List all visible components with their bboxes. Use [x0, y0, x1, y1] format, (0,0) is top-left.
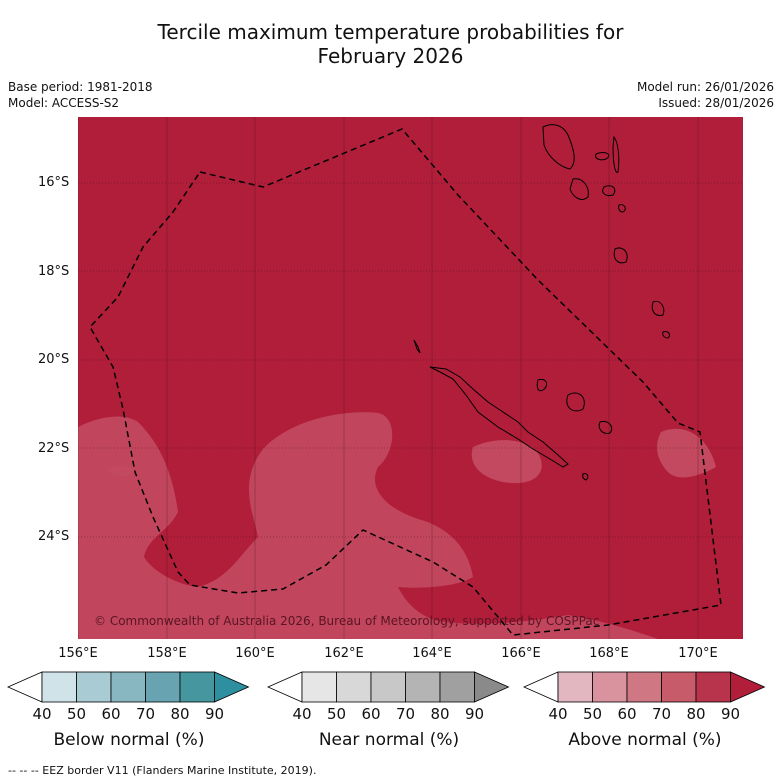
- espiritu-santo-island: [542, 124, 575, 170]
- colorbar-above-segment: [661, 671, 697, 703]
- lon-label-164e: 164°E: [412, 646, 452, 661]
- colorbar-below-tick: 40: [32, 705, 52, 723]
- colorbar-below-segment: [110, 671, 146, 703]
- lower-probability-region: [78, 412, 658, 639]
- colorbar-near-tick: 40: [292, 705, 312, 723]
- eez-legend-note: -- -- -- EEZ border V11 (Flanders Marine…: [8, 764, 317, 777]
- colorbar-below-segment: [76, 671, 112, 703]
- colorbar-below-high-triangle: [214, 671, 250, 703]
- epi-island: [618, 204, 626, 213]
- colorbar-above-tick: 90: [720, 705, 741, 723]
- colorbar-below-tick: 50: [66, 705, 87, 723]
- map-title-line2: February 2026: [317, 44, 464, 68]
- colorbar-above-segment: [592, 671, 628, 703]
- model-run: Model run: 26/01/2026: [636, 80, 774, 94]
- colorbar-above-high-triangle: [730, 671, 766, 703]
- lifou-island: [566, 392, 585, 412]
- colorbar-below-tick: 80: [170, 705, 190, 723]
- erromango-island: [613, 247, 628, 264]
- aneityum-island: [662, 331, 671, 339]
- model-name: Model: ACCESS-S2: [8, 96, 120, 110]
- colorbar-above-tick: 60: [617, 705, 637, 723]
- colorbar-near-segment: [336, 671, 372, 703]
- lon-label-160e: 160°E: [235, 646, 275, 661]
- colorbar-above-tick: 50: [582, 705, 603, 723]
- eez-border: [89, 128, 722, 636]
- tanna-island: [651, 300, 665, 316]
- ouvea-island: [536, 378, 548, 392]
- colorbar-label-near: Near normal (%): [318, 730, 460, 750]
- colorbar-near-segment: [405, 671, 441, 703]
- colorbar-near-tick: 80: [430, 705, 450, 723]
- colorbar-near-tick: 90: [464, 705, 485, 723]
- isle-of-pines: [582, 473, 589, 481]
- mare-island: [598, 420, 613, 434]
- colorbar-near-tick: 60: [361, 705, 381, 723]
- lon-label-168e: 168°E: [589, 646, 629, 661]
- lon-label-170e: 170°E: [678, 646, 718, 661]
- colorbar-near-segment: [301, 671, 337, 703]
- colorbar-near-tick: 50: [326, 705, 347, 723]
- colorbar-below-segment: [145, 671, 181, 703]
- lat-label-20s: 20°S: [38, 352, 70, 367]
- colorbar-below-tick: 70: [135, 705, 156, 723]
- colorbar-below-tick: 60: [101, 705, 121, 723]
- map-title-line1: Tercile maximum temperature probabilitie…: [157, 20, 624, 44]
- colorbar-near-tick: 70: [395, 705, 416, 723]
- colorbars: [7, 671, 766, 703]
- colorbar-above-tick: 40: [548, 705, 568, 723]
- lon-label-158e: 158°E: [147, 646, 187, 661]
- colorbar-below-low-triangle: [7, 671, 43, 703]
- issued-date: Issued: 28/01/2026: [658, 96, 774, 110]
- colorbar-below-tick: 90: [204, 705, 225, 723]
- malekula-island: [569, 178, 589, 200]
- colorbar-near-segment: [439, 671, 475, 703]
- lat-label-16s: 16°S: [38, 175, 70, 190]
- colorbar-label-below: Below normal (%): [53, 730, 205, 750]
- colorbar-above-segment: [626, 671, 662, 703]
- colorbar-above-segment: [557, 671, 593, 703]
- colorbar-above-tick: 70: [651, 705, 672, 723]
- lon-label-162e: 162°E: [324, 646, 364, 661]
- probability-map: [78, 117, 743, 639]
- colorbar-below-segment: [179, 671, 215, 703]
- lat-label-18s: 18°S: [38, 264, 70, 279]
- colorbar-near-segment: [370, 671, 406, 703]
- colorbar-below-segment: [41, 671, 77, 703]
- colorbar-near-high-triangle: [474, 671, 510, 703]
- colorbar-near-low-triangle: [267, 671, 303, 703]
- meridians: [78, 117, 699, 639]
- ambae-island: [595, 152, 610, 161]
- lon-label-156e: 156°E: [58, 646, 98, 661]
- lat-label-24s: 24°S: [38, 529, 70, 544]
- colorbar-label-above: Above normal (%): [568, 730, 722, 750]
- pentecost-island: [612, 135, 620, 173]
- lower-probability-patch-west: [106, 465, 136, 477]
- lon-label-166e: 166°E: [501, 646, 541, 661]
- belep-islands: [413, 339, 421, 354]
- lower-probability-patch-east: [471, 440, 542, 484]
- new-caledonia-island: [429, 366, 569, 468]
- colorbar-above-low-triangle: [523, 671, 559, 703]
- efate-island: [602, 185, 616, 196]
- lat-label-22s: 22°S: [38, 441, 70, 456]
- base-period: Base period: 1981-2018: [8, 80, 153, 94]
- map-copyright: © Commonwealth of Australia 2026, Bureau…: [94, 614, 600, 628]
- colorbar-above-tick: 80: [686, 705, 706, 723]
- colorbar-above-segment: [695, 671, 731, 703]
